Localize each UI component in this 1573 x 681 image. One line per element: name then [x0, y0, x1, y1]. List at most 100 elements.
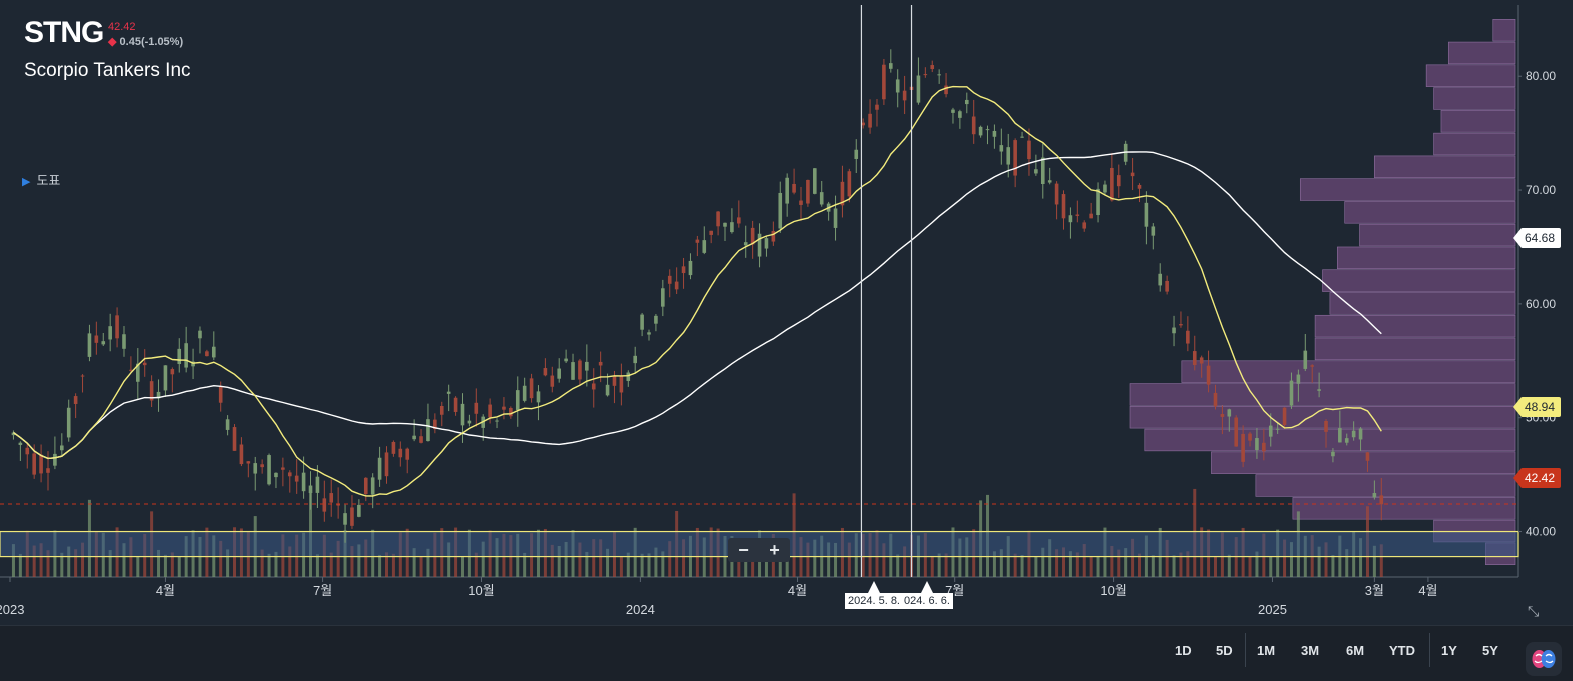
volume-profile-bar: [1314, 314, 1516, 338]
legend-toggle[interactable]: ▶ 도표: [22, 170, 60, 189]
volume-bar: [965, 537, 969, 577]
ma-long-price-label: 64.68: [1512, 228, 1562, 248]
candle-body: [612, 376, 617, 386]
down-arrow-icon: ◆: [108, 36, 117, 48]
volume-bar: [937, 553, 941, 577]
candle-body: [287, 472, 292, 477]
candle-body: [1061, 194, 1066, 219]
candle-body: [792, 183, 796, 193]
volume-bar: [1379, 544, 1383, 577]
crosshair-date-1: 2024. 5. 8.: [845, 581, 903, 609]
collapse-arrows-icon[interactable]: ⤡: [1528, 603, 1540, 619]
volume-bar: [1137, 553, 1141, 577]
candle-body: [937, 74, 941, 76]
candle-body: [39, 454, 43, 474]
price-tick-label: 70.00: [1526, 183, 1556, 197]
candle-body: [923, 74, 928, 76]
candle-body: [239, 444, 244, 465]
candle-body: [1172, 327, 1176, 334]
volume-bar: [267, 553, 271, 577]
candle-body: [294, 475, 299, 482]
candle-body: [640, 314, 644, 330]
candle-body: [281, 467, 285, 470]
candle-body: [1262, 442, 1266, 452]
volume-bar: [364, 539, 368, 577]
expand-triangle-icon: ▶: [22, 176, 31, 188]
volume-bar: [523, 552, 527, 577]
range-separator: [1429, 633, 1430, 667]
volume-bar: [474, 552, 478, 577]
candle-body: [1103, 184, 1107, 193]
candle-body: [1331, 451, 1335, 457]
volume-bar: [1331, 555, 1335, 577]
range-button-ytd[interactable]: YTD: [1389, 643, 1415, 658]
range-button-1m[interactable]: 1M: [1257, 643, 1276, 658]
price-chart[interactable]: 40.0050.0060.0070.0080.0020234월7월10월2024…: [0, 0, 1573, 625]
ai-assistant-icon[interactable]: [1526, 642, 1562, 676]
candle-body: [66, 407, 71, 438]
range-button-5y[interactable]: 5Y: [1482, 643, 1498, 658]
candle-body: [377, 457, 382, 480]
candle-body: [667, 275, 672, 284]
candle-body: [681, 266, 686, 274]
candle-body: [978, 126, 983, 136]
candle-body: [495, 420, 499, 422]
volume-bar: [1110, 545, 1114, 577]
candle-body: [412, 435, 416, 440]
volume-bar: [999, 549, 1003, 577]
volume-profile-bar: [1299, 178, 1516, 201]
candle-body: [205, 351, 209, 357]
candle-body: [433, 419, 437, 430]
candle-body: [398, 448, 403, 458]
candle-body: [619, 376, 624, 393]
zoom-in-button[interactable]: +: [769, 539, 780, 560]
candle-body: [163, 365, 168, 391]
crosshair-date-2-text: 024. 6. 6.: [904, 595, 950, 607]
volume-profile-bar: [1425, 64, 1516, 87]
candle-body: [170, 369, 175, 375]
volume-bar: [378, 554, 382, 577]
candle-body: [971, 116, 976, 135]
volume-bar: [1165, 539, 1169, 577]
volume-bar: [564, 541, 568, 577]
candle-body: [1275, 428, 1280, 430]
volume-bar: [1179, 552, 1183, 577]
candle-body: [1089, 213, 1093, 219]
candle-body: [951, 109, 955, 113]
candle-body: [964, 99, 969, 105]
candle-body: [419, 436, 423, 443]
range-button-1d[interactable]: 1D: [1175, 643, 1192, 658]
candle-body: [211, 346, 216, 358]
range-button-1y[interactable]: 1Y: [1441, 643, 1457, 658]
moving-average-long: [13, 151, 1382, 460]
volume-bar: [1227, 554, 1231, 577]
candle-body: [1241, 433, 1245, 462]
volume-bar: [606, 548, 610, 577]
volume-profile-bar: [1129, 406, 1516, 429]
candle-body: [778, 192, 783, 229]
volume-bar: [702, 537, 706, 577]
last-price-label: 42.42: [1512, 468, 1562, 488]
volume-bar: [1117, 549, 1121, 577]
candle-body: [578, 360, 582, 380]
candle-body: [730, 222, 734, 233]
range-button-6m[interactable]: 6M: [1346, 643, 1365, 658]
candle-body: [315, 476, 320, 493]
zoom-out-button[interactable]: −: [738, 539, 749, 560]
volume-profile-bar: [1255, 474, 1516, 497]
volume-bar: [1289, 542, 1293, 577]
volume-bar: [1020, 555, 1024, 577]
volume-bar: [1041, 547, 1045, 577]
candle-body: [357, 504, 361, 517]
candle-body: [1317, 389, 1321, 391]
volume-bar: [329, 552, 333, 577]
range-button-3m[interactable]: 3M: [1301, 643, 1320, 658]
candle-body: [225, 419, 230, 430]
range-button-5d[interactable]: 5D: [1216, 643, 1233, 658]
volume-bar: [419, 556, 423, 577]
volume-bar: [136, 556, 140, 577]
volume-bar: [11, 544, 15, 577]
chart-area[interactable]: 40.0050.0060.0070.0080.0020234월7월10월2024…: [0, 0, 1573, 625]
ticker-symbol: STNG: [24, 16, 104, 49]
volume-bar: [785, 553, 789, 577]
